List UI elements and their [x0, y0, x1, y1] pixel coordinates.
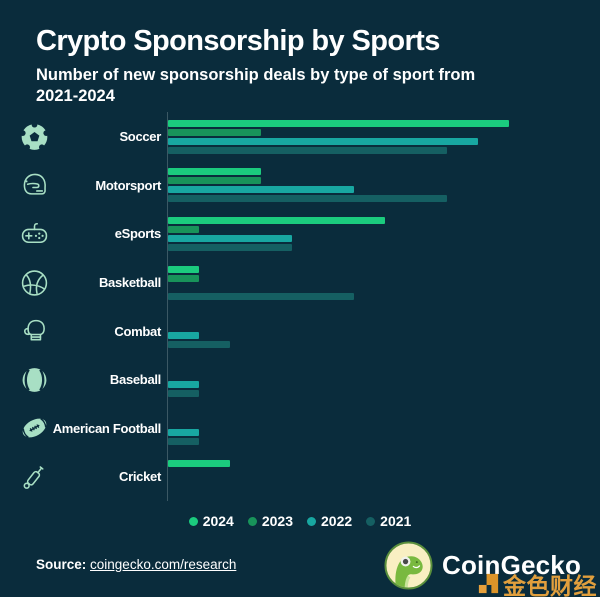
bar-esports-2023: [168, 225, 199, 233]
chart-group-esports: eSports: [0, 209, 600, 259]
source-line: Source: coingecko.com/research: [36, 557, 236, 572]
coingecko-brand: CoinGecko: [384, 541, 581, 590]
bar-soccer-2021: [168, 146, 447, 154]
bar-soccer-2023: [168, 128, 261, 136]
legend-dot-2023: [247, 516, 257, 526]
category-cell-esports: eSports: [0, 210, 167, 259]
game-controller-icon: [18, 217, 51, 250]
chart-groups: Soccer Motorsport eSports Basketball Com…: [0, 112, 600, 502]
basketball-icon: [18, 266, 51, 299]
bar-motorsport-2022: [168, 186, 354, 194]
header: Crypto Sponsorship by Sports Number of n…: [0, 0, 600, 106]
bar-basketball-2023: [168, 274, 199, 282]
category-label-baseball: Baseball: [109, 372, 161, 388]
chart-group-combat: Combat: [0, 306, 600, 356]
category-cell-american-football: American Football: [0, 404, 167, 453]
bar-esports-2021: [168, 243, 292, 251]
legend-dot-2022: [307, 516, 316, 526]
legend-dot-2024: [188, 516, 198, 526]
category-label-cricket: Cricket: [119, 469, 161, 485]
category-label-american-football: American Football: [52, 420, 162, 436]
category-cell-combat: Combat: [0, 307, 167, 356]
bar-american-football-2021: [168, 438, 199, 446]
category-cell-basketball: Basketball: [0, 258, 167, 307]
boxing-glove-icon: [18, 315, 51, 348]
racing-helmet-icon: [18, 169, 51, 202]
source-label: Source:: [36, 557, 87, 572]
legend-label-2022: 2022: [321, 513, 353, 530]
chart: Soccer Motorsport eSports Basketball Com…: [0, 112, 600, 529]
bar-esports-2024: [168, 216, 385, 224]
bar-motorsport-2024: [168, 168, 261, 176]
chart-group-american-football: American Football: [0, 404, 600, 453]
category-cell-cricket: Cricket: [0, 453, 167, 502]
soccer-ball-icon: [18, 120, 51, 153]
baseball-icon: [18, 363, 51, 396]
bar-combat-2021: [168, 341, 230, 349]
legend-label-2023: 2023: [261, 513, 293, 530]
watermark-text: 金色财经: [503, 573, 597, 597]
bar-combat-2022: [168, 332, 199, 340]
page-title: Crypto Sponsorship by Sports: [36, 25, 440, 57]
bars-baseball: [167, 355, 600, 405]
legend-dot-2021: [366, 516, 376, 526]
legend-item-2021: 2021: [366, 513, 411, 529]
jinse-logo-icon: [478, 573, 499, 593]
chart-group-cricket: Cricket: [0, 452, 600, 502]
page-subtitle: Number of new sponsorship deals by type …: [36, 65, 476, 105]
american-football-icon: [18, 412, 51, 445]
category-label-combat: Combat: [114, 323, 161, 339]
bars-basketball: [167, 258, 600, 307]
bar-soccer-2022: [168, 137, 478, 145]
bars-cricket: [167, 452, 600, 502]
category-cell-baseball: Baseball: [0, 355, 167, 404]
bars-soccer: [167, 112, 600, 162]
legend-item-2023: 2023: [247, 513, 293, 530]
bar-cricket-2024: [168, 459, 230, 467]
category-cell-soccer: Soccer: [0, 112, 167, 161]
legend-label-2021: 2021: [380, 513, 412, 530]
bar-basketball-2021: [168, 292, 354, 300]
jinse-watermark: 金色财经: [476, 561, 597, 597]
bar-soccer-2024: [168, 119, 509, 127]
legend-item-2022: 2022: [307, 513, 352, 529]
category-cell-motorsport: Motorsport: [0, 161, 167, 210]
bar-baseball-2022: [168, 380, 199, 388]
legend-item-2024: 2024: [188, 513, 234, 530]
cricket-bat-icon: [18, 460, 51, 493]
bar-baseball-2021: [168, 389, 199, 397]
chart-group-basketball: Basketball: [0, 258, 600, 307]
chart-group-baseball: Baseball: [0, 355, 600, 405]
brand-name: CoinGecko: [442, 550, 582, 580]
bar-motorsport-2021: [168, 195, 447, 203]
bars-esports: [167, 209, 600, 259]
bar-basketball-2024: [168, 265, 199, 273]
legend-label-2024: 2024: [202, 513, 234, 530]
bar-american-football-2022: [168, 429, 199, 437]
legend: 2024 2023 2022 2021: [0, 513, 600, 529]
coingecko-logo-icon: [384, 541, 433, 590]
chart-group-soccer: Soccer: [0, 112, 600, 162]
bars-combat: [167, 306, 600, 356]
bar-esports-2022: [168, 234, 292, 242]
bars-american-football: [167, 404, 600, 453]
source-link[interactable]: coingecko.com/research: [90, 557, 237, 572]
bars-motorsport: [167, 161, 600, 210]
category-label-basketball: Basketball: [98, 275, 161, 291]
category-label-soccer: Soccer: [119, 129, 161, 145]
chart-group-motorsport: Motorsport: [0, 161, 600, 210]
category-label-motorsport: Motorsport: [95, 177, 161, 193]
category-label-esports: eSports: [114, 226, 162, 242]
bar-motorsport-2023: [168, 177, 261, 185]
